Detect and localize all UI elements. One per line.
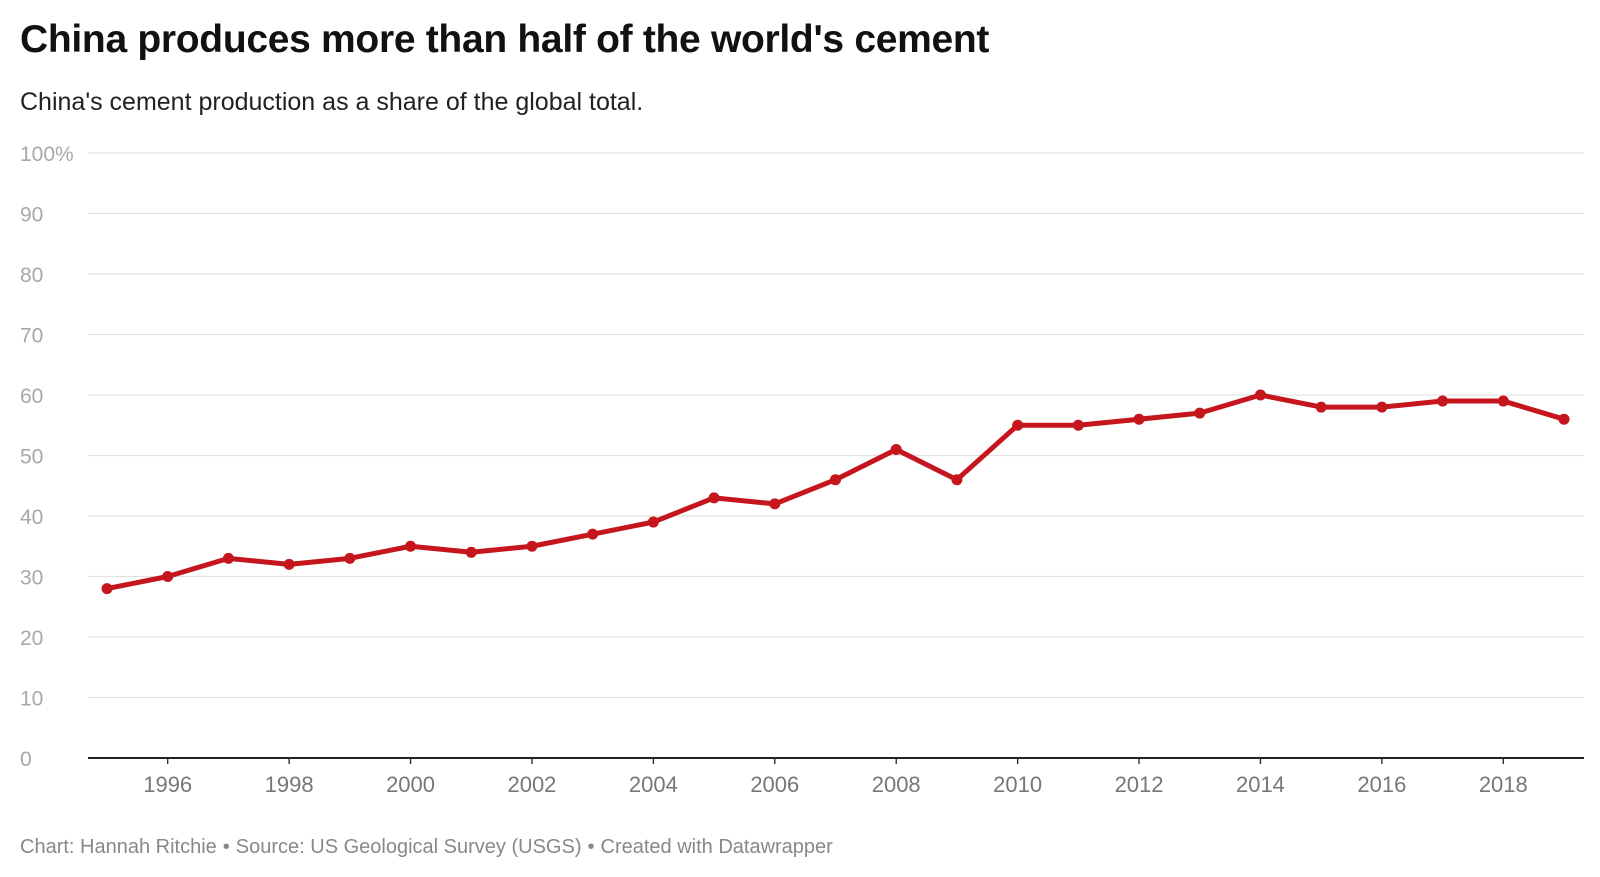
data-point	[283, 558, 295, 570]
x-tick-label: 1996	[143, 772, 192, 797]
data-point	[1133, 413, 1145, 425]
chart-source: Source: US Geological Survey (USGS)	[235, 836, 582, 858]
data-point	[890, 443, 902, 455]
chart-footer: Chart: Hannah Ritchie • Source: US Geologi…	[20, 836, 833, 859]
y-tick-label: 50	[20, 446, 43, 469]
x-tick-label: 2008	[872, 772, 921, 797]
data-point	[647, 516, 659, 528]
y-tick-label: 90	[20, 204, 43, 227]
data-point	[1437, 395, 1449, 407]
data-point	[222, 552, 234, 564]
y-tick-label: 0	[20, 748, 32, 771]
data-point	[465, 546, 477, 558]
chart-tool-credit: Created with Datawrapper	[600, 836, 833, 858]
x-tick-label: 2016	[1357, 772, 1406, 797]
x-tick-label: 2002	[507, 772, 556, 797]
x-tick-label: 2010	[993, 772, 1042, 797]
y-tick-label: 30	[20, 567, 43, 590]
y-tick-label: 100%	[20, 143, 74, 166]
y-tick-label: 40	[20, 506, 43, 529]
y-axis-tick-labels: 0 10 20 30 40 50 60 70 80 90 100%	[20, 143, 74, 771]
y-tick-label: 60	[20, 385, 43, 408]
x-tick-label: 2014	[1236, 772, 1285, 797]
data-point	[344, 552, 356, 564]
x-axis: 1996 1998 2000 2002 2004 2006 2008 2010 2012 2014…	[88, 757, 1584, 797]
data-point	[526, 540, 538, 552]
y-tick-label: 10	[20, 688, 43, 711]
data-point	[405, 540, 417, 552]
footer-separator: •	[587, 836, 595, 858]
data-point	[101, 583, 113, 595]
y-tick-label: 20	[20, 627, 43, 650]
chart-credit: Chart: Hannah Ritchie	[20, 836, 217, 858]
chart-subtitle: China's cement production as a share of …	[20, 88, 644, 116]
footer-separator: •	[222, 836, 230, 858]
data-point	[830, 474, 841, 486]
x-tick-label: 2018	[1479, 772, 1528, 797]
x-tick-label: 2006	[750, 772, 799, 797]
data-point	[1315, 401, 1327, 413]
x-tick-label: 1998	[265, 772, 314, 797]
series-line	[104, 392, 1567, 592]
data-point	[587, 528, 599, 540]
data-point	[1497, 395, 1509, 407]
x-tick-label: 2012	[1115, 772, 1164, 797]
y-tick-label: 80	[20, 264, 43, 287]
data-point	[708, 492, 720, 504]
chart-title: China produces more than half of the wor…	[20, 18, 990, 61]
x-tick-label: 2000	[386, 772, 435, 797]
data-point	[769, 498, 781, 510]
data-point	[162, 571, 174, 582]
data-point	[1558, 413, 1570, 425]
data-point	[951, 474, 963, 486]
data-point	[1012, 419, 1024, 431]
x-tick-label: 2004	[629, 772, 678, 797]
gridlines	[88, 152, 1584, 699]
series-china-cement-share	[101, 389, 1570, 595]
data-point	[1194, 407, 1206, 419]
data-point	[1254, 389, 1266, 401]
y-tick-label: 70	[20, 325, 43, 348]
data-point	[1072, 419, 1084, 431]
data-point	[1376, 401, 1388, 413]
